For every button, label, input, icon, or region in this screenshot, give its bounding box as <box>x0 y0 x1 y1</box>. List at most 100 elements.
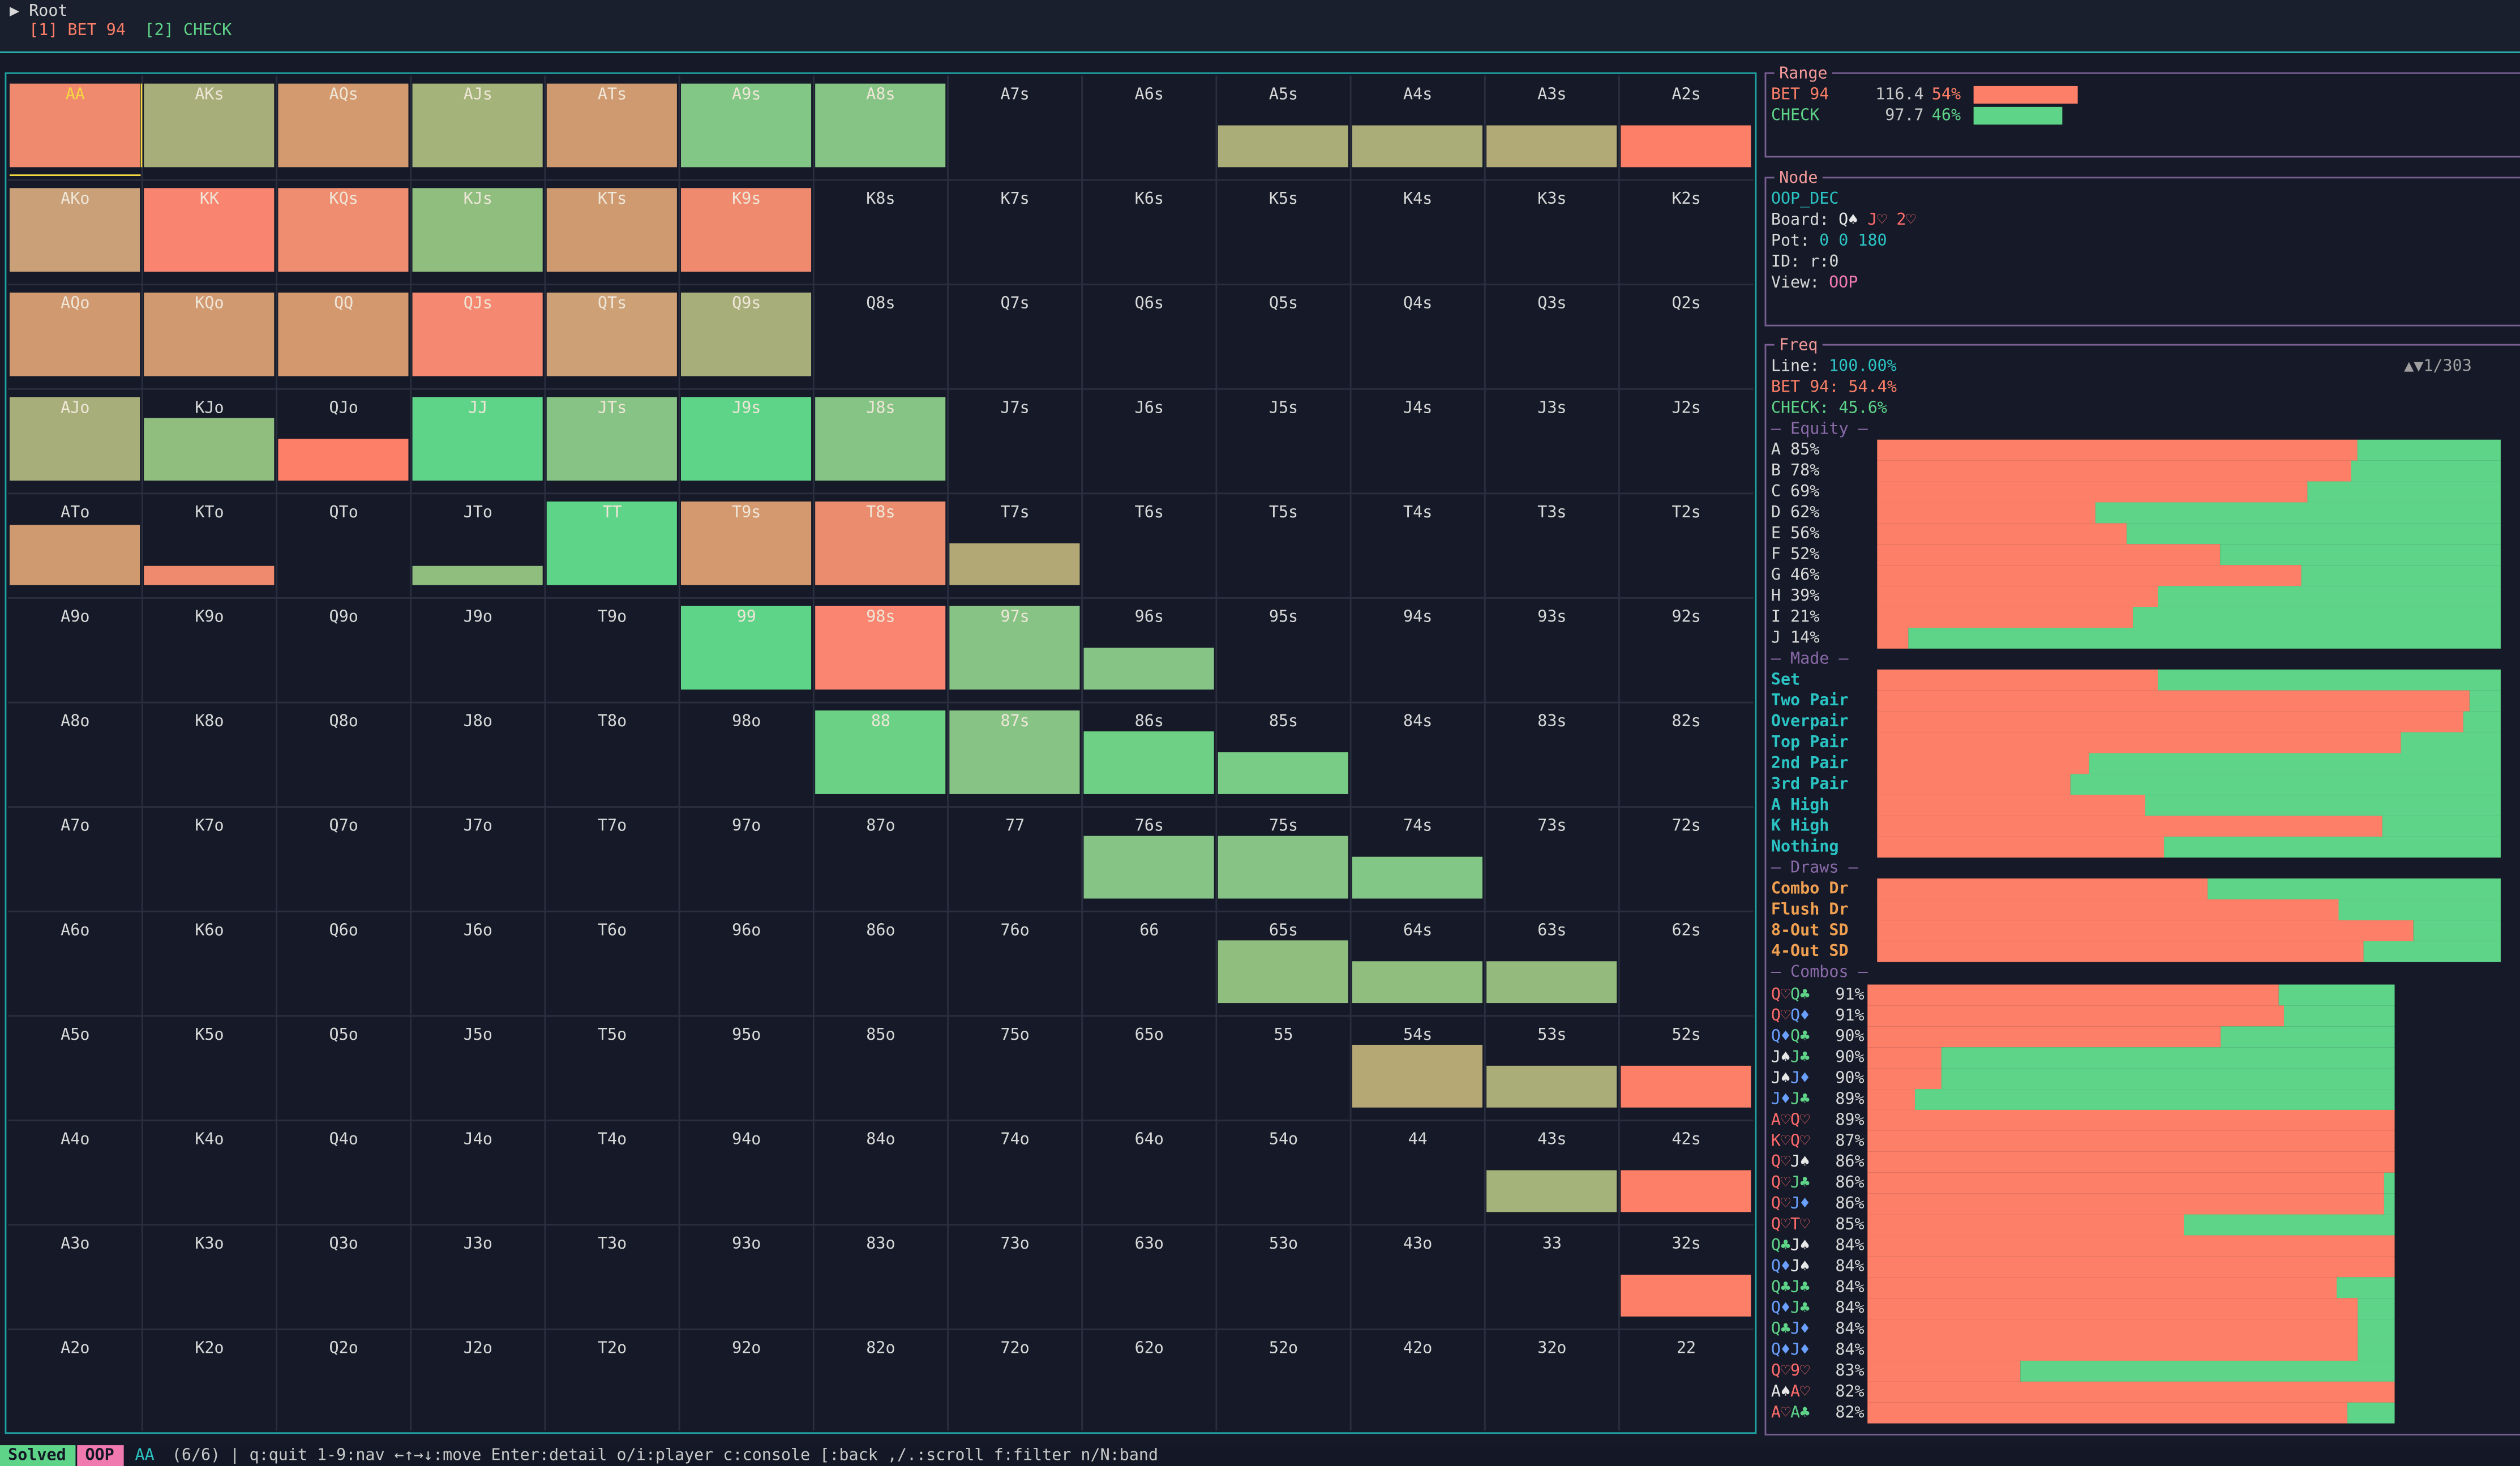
cell-label: 94s <box>1403 607 1432 626</box>
cell-bar <box>1083 731 1214 794</box>
combo-pct: 84% <box>1835 1257 1864 1275</box>
cell-label: 95o <box>732 1025 761 1044</box>
cell-label: T9s <box>732 503 761 521</box>
freq-check: CHECK: 45.6% <box>1771 398 1887 417</box>
cell-bar <box>680 501 812 585</box>
pot: 0 0 180 <box>1819 231 1887 250</box>
cell-label: JTs <box>598 398 627 417</box>
panel-title: Range <box>1779 64 1827 83</box>
cell-label: 65s <box>1269 920 1298 939</box>
cell-bar <box>680 397 812 481</box>
action: [1] BET 94 <box>29 20 126 39</box>
cell-label: 86s <box>1135 711 1164 730</box>
bet-bar <box>1877 690 2470 711</box>
combo-card: J♣ <box>1790 1278 1810 1296</box>
cell-label: 77 <box>1005 816 1025 835</box>
cell-label: 87s <box>1000 711 1029 730</box>
check-bar <box>2384 1172 2395 1194</box>
cell-label: 65o <box>1135 1025 1164 1044</box>
cell-label: Q5s <box>1269 294 1298 312</box>
cell-bar <box>1083 835 1214 899</box>
range-label: CHECK <box>1771 105 1819 124</box>
pot-label: Pot: <box>1771 231 1810 250</box>
check-bar <box>2358 1298 2395 1319</box>
panel-frame <box>1764 177 2520 327</box>
bet-bar <box>1877 523 2127 545</box>
status-bg <box>0 1445 76 1466</box>
check-bar <box>2401 732 2501 753</box>
freq-row-label: C 69% <box>1771 482 1819 500</box>
cell-label: 85s <box>1269 711 1298 730</box>
cell-bar <box>10 292 140 376</box>
cell-label: TT <box>602 503 622 521</box>
freq-row-label: A High <box>1771 795 1829 814</box>
cell-label: 75o <box>1000 1025 1029 1044</box>
cell-bar <box>815 397 946 481</box>
bet-bar <box>1877 586 2158 607</box>
panel-title-bg <box>1774 336 1823 355</box>
bet-bar <box>1877 711 2463 732</box>
cell-bar <box>949 710 1080 794</box>
node-name: OOP_DEC <box>1771 189 1839 208</box>
cell-label: A4s <box>1403 85 1432 104</box>
bet-bar <box>1867 1277 2337 1298</box>
check-bar <box>2132 607 2501 628</box>
cell-bar <box>546 83 677 168</box>
cell-label: QJs <box>464 294 492 312</box>
freq-bet: BET 94: 54.4% <box>1771 377 1897 396</box>
cell-label: K4s <box>1403 189 1432 208</box>
cell-label: Q9s <box>732 294 761 312</box>
cell-bar <box>680 188 812 272</box>
cell-bar <box>815 606 946 690</box>
footer-bg <box>0 1445 2520 1466</box>
combo-card: J♠ <box>1790 1152 1810 1171</box>
cell-label: AQs <box>329 85 358 104</box>
check-bar <box>2307 481 2501 503</box>
combo-pct: 84% <box>1835 1319 1864 1338</box>
combo-card: J♠ <box>1790 1257 1810 1275</box>
cell-label: T6o <box>598 920 627 939</box>
cell-label: 97o <box>732 816 761 835</box>
combo-pct: 82% <box>1835 1382 1864 1400</box>
cell-label: 32o <box>1537 1339 1566 1357</box>
cell-bar <box>10 397 140 481</box>
check-bar <box>2382 816 2501 837</box>
range-bar <box>1973 85 2078 104</box>
cell-label: KTo <box>195 503 224 521</box>
combo-pct: 89% <box>1835 1110 1864 1129</box>
cell-bar <box>1218 940 1348 1004</box>
cell-label: Q7o <box>329 816 358 835</box>
combo-card: Q♣ <box>1790 985 1810 1004</box>
cell-label: 84s <box>1403 711 1432 730</box>
cell-bar <box>1218 752 1348 794</box>
panel-frame <box>1764 72 2520 158</box>
check-bar <box>2363 941 2501 962</box>
cell-label: K7o <box>195 816 224 835</box>
cell-bar <box>680 292 812 376</box>
cell-label: 54s <box>1403 1025 1432 1044</box>
cell-bar <box>1218 125 1348 168</box>
bet-bar <box>1877 669 2158 691</box>
cell-label: Q6o <box>329 920 358 939</box>
cell-bar <box>546 501 677 585</box>
combo-card: J♦ <box>1790 1069 1810 1087</box>
check-bar <box>1941 1068 2395 1090</box>
combo-card: Q♡ <box>1771 985 1790 1004</box>
board-label: Board: <box>1771 210 1829 229</box>
cell-bar <box>144 188 275 272</box>
cell-label: T3s <box>1537 503 1566 521</box>
cell-label: K7s <box>1000 189 1029 208</box>
cell-label: Q8s <box>866 294 895 312</box>
combo-card: Q♡ <box>1771 1361 1790 1379</box>
cell-label: K9o <box>195 607 224 626</box>
cell-label: 44 <box>1408 1129 1428 1148</box>
cell-label: 76s <box>1135 816 1164 835</box>
cell-bar <box>815 710 946 794</box>
freq-row-label: I 21% <box>1771 607 1819 626</box>
freq-row-label: Overpair <box>1771 711 1849 730</box>
bet-bar <box>1867 1298 2358 1319</box>
combo-card: Q♡ <box>1771 1173 1790 1191</box>
check-bar <box>2095 502 2501 524</box>
cell-label: 86o <box>866 920 895 939</box>
combo-card: Q♡ <box>1771 1215 1790 1233</box>
